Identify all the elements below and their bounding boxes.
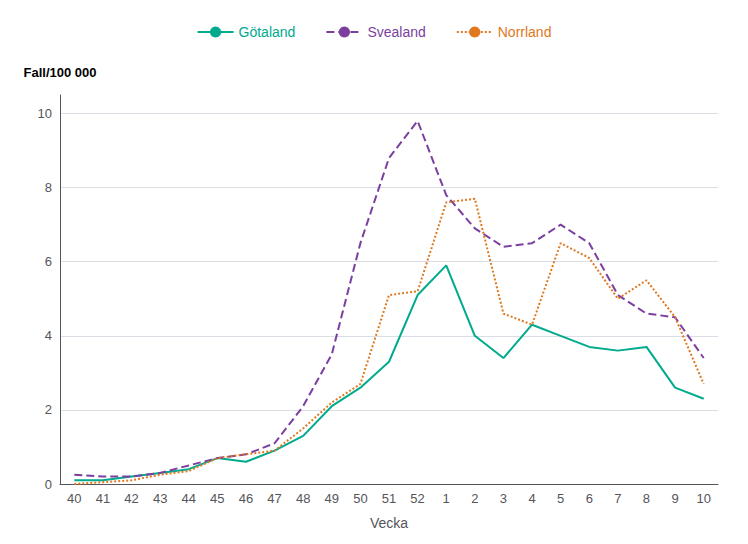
svg-text:Vecka: Vecka [370, 515, 408, 531]
svg-text:51: 51 [382, 491, 396, 506]
svg-text:46: 46 [239, 491, 253, 506]
svg-text:4: 4 [45, 328, 52, 343]
svg-text:Götaland: Götaland [239, 24, 296, 40]
svg-text:49: 49 [325, 491, 339, 506]
svg-text:8: 8 [643, 491, 650, 506]
svg-text:48: 48 [296, 491, 310, 506]
svg-text:47: 47 [267, 491, 281, 506]
svg-text:45: 45 [210, 491, 224, 506]
svg-text:Svealand: Svealand [367, 24, 425, 40]
svg-text:1: 1 [443, 491, 450, 506]
svg-text:10: 10 [38, 106, 52, 121]
svg-text:6: 6 [586, 491, 593, 506]
svg-text:6: 6 [45, 254, 52, 269]
svg-text:Fall/100 000: Fall/100 000 [24, 65, 97, 80]
svg-text:44: 44 [182, 491, 196, 506]
svg-text:41: 41 [96, 491, 110, 506]
svg-text:Norrland: Norrland [498, 24, 552, 40]
svg-text:3: 3 [500, 491, 507, 506]
svg-text:2: 2 [45, 402, 52, 417]
svg-text:42: 42 [124, 491, 138, 506]
svg-text:8: 8 [45, 180, 52, 195]
svg-text:4: 4 [528, 491, 535, 506]
svg-text:43: 43 [153, 491, 167, 506]
svg-text:10: 10 [696, 491, 710, 506]
svg-text:0: 0 [45, 477, 52, 492]
svg-text:7: 7 [614, 491, 621, 506]
svg-text:50: 50 [353, 491, 367, 506]
svg-text:40: 40 [67, 491, 81, 506]
svg-text:2: 2 [471, 491, 478, 506]
svg-text:5: 5 [557, 491, 564, 506]
svg-text:9: 9 [671, 491, 678, 506]
svg-text:52: 52 [410, 491, 424, 506]
